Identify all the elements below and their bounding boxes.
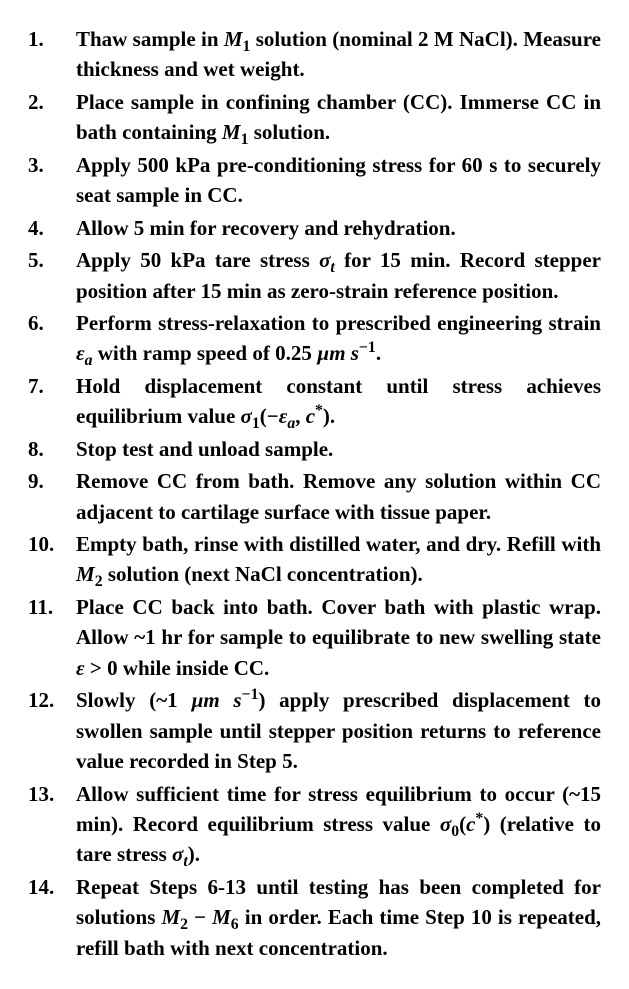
step-10: Empty bath, rinse with distilled water, … xyxy=(28,529,601,590)
step-5: Apply 50 kPa tare stress σt for 15 min. … xyxy=(28,245,601,306)
step-9: Remove CC from bath. Remove any solution… xyxy=(28,466,601,527)
step-text: Repeat Steps 6-13 until testing has been… xyxy=(76,872,601,963)
step-1: Thaw sample in M1 solution (nominal 2 M … xyxy=(28,24,601,85)
step-14: Repeat Steps 6-13 until testing has been… xyxy=(28,872,601,963)
step-8: Stop test and unload sample. xyxy=(28,434,601,464)
step-12: Slowly (~1 µm s−1) apply prescribed disp… xyxy=(28,685,601,776)
step-text: Place CC back into bath. Cover bath with… xyxy=(76,592,601,683)
step-11: Place CC back into bath. Cover bath with… xyxy=(28,592,601,683)
protocol-steps: Thaw sample in M1 solution (nominal 2 M … xyxy=(28,24,601,963)
step-text: Allow 5 min for recovery and rehydration… xyxy=(76,213,601,243)
step-text: Place sample in confining chamber (CC). … xyxy=(76,87,601,148)
step-7: Hold displacement constant until stress … xyxy=(28,371,601,432)
step-text: Thaw sample in M1 solution (nominal 2 M … xyxy=(76,24,601,85)
step-3: Apply 500 kPa pre-conditioning stress fo… xyxy=(28,150,601,211)
step-text: Stop test and unload sample. xyxy=(76,434,601,464)
step-text: Perform stress-relaxation to prescribed … xyxy=(76,308,601,369)
step-4: Allow 5 min for recovery and rehydration… xyxy=(28,213,601,243)
step-text: Slowly (~1 µm s−1) apply prescribed disp… xyxy=(76,685,601,776)
step-2: Place sample in confining chamber (CC). … xyxy=(28,87,601,148)
step-6: Perform stress-relaxation to prescribed … xyxy=(28,308,601,369)
step-text: Allow sufficient time for stress equilib… xyxy=(76,779,601,870)
step-13: Allow sufficient time for stress equilib… xyxy=(28,779,601,870)
step-text: Apply 50 kPa tare stress σt for 15 min. … xyxy=(76,245,601,306)
step-text: Apply 500 kPa pre-conditioning stress fo… xyxy=(76,150,601,211)
step-text: Hold displacement constant until stress … xyxy=(76,371,601,432)
step-text: Remove CC from bath. Remove any solution… xyxy=(76,466,601,527)
step-text: Empty bath, rinse with distilled water, … xyxy=(76,529,601,590)
